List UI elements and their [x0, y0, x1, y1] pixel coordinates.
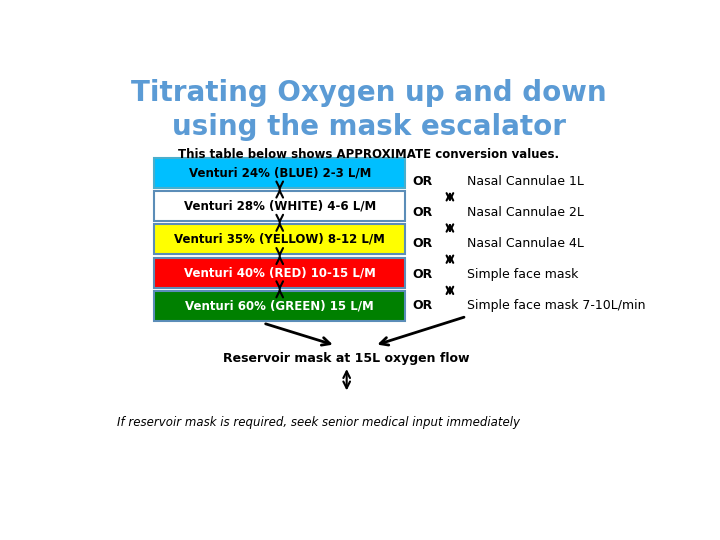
FancyBboxPatch shape: [154, 258, 405, 288]
Text: This table below shows APPROXIMATE conversion values.: This table below shows APPROXIMATE conve…: [179, 148, 559, 161]
Text: Simple face mask 7-10L/min: Simple face mask 7-10L/min: [467, 300, 645, 313]
Text: Nasal Cannulae 1L: Nasal Cannulae 1L: [467, 175, 583, 188]
Text: If reservoir mask is required, seek senior medical input immediately: If reservoir mask is required, seek seni…: [117, 416, 521, 429]
Text: OR: OR: [412, 237, 432, 250]
Text: OR: OR: [412, 175, 432, 188]
Text: Venturi 35% (YELLOW) 8-12 L/M: Venturi 35% (YELLOW) 8-12 L/M: [174, 233, 385, 246]
FancyBboxPatch shape: [154, 158, 405, 188]
Text: using the mask escalator: using the mask escalator: [172, 113, 566, 140]
Text: Simple face mask: Simple face mask: [467, 268, 578, 281]
Text: Titrating Oxygen up and down: Titrating Oxygen up and down: [131, 79, 607, 107]
Text: Venturi 28% (WHITE) 4-6 L/M: Venturi 28% (WHITE) 4-6 L/M: [184, 200, 376, 213]
Text: Venturi 40% (RED) 10-15 L/M: Venturi 40% (RED) 10-15 L/M: [184, 266, 376, 279]
Text: OR: OR: [412, 300, 432, 313]
Text: Reservoir mask at 15L oxygen flow: Reservoir mask at 15L oxygen flow: [223, 352, 470, 365]
Text: Nasal Cannulae 4L: Nasal Cannulae 4L: [467, 237, 583, 250]
Text: Venturi 24% (BLUE) 2-3 L/M: Venturi 24% (BLUE) 2-3 L/M: [189, 166, 371, 179]
Text: Nasal Cannulae 2L: Nasal Cannulae 2L: [467, 206, 583, 219]
Text: OR: OR: [412, 268, 432, 281]
Text: OR: OR: [412, 206, 432, 219]
FancyBboxPatch shape: [154, 225, 405, 254]
Text: Venturi 60% (GREEN) 15 L/M: Venturi 60% (GREEN) 15 L/M: [185, 300, 374, 313]
FancyBboxPatch shape: [154, 291, 405, 321]
FancyBboxPatch shape: [154, 191, 405, 221]
